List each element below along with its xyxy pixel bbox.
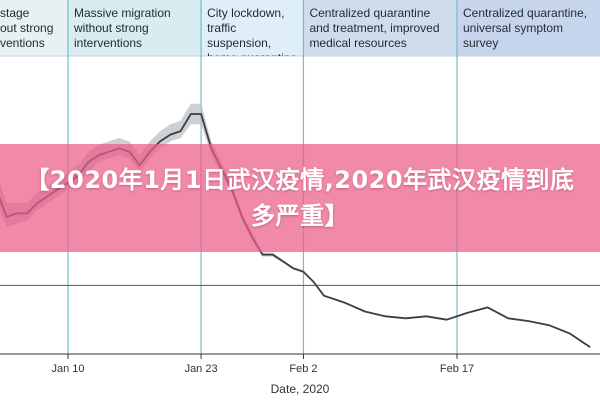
x-tick-label: Jan 23	[185, 363, 218, 375]
phase-label-line: home quarantine	[207, 51, 297, 56]
phase-header-bg-5	[457, 0, 600, 56]
phase-header-bg-1	[0, 0, 68, 56]
phase-label-line: Massive migration	[74, 6, 171, 20]
phase-label-line: medical resources	[309, 36, 407, 50]
x-axis: Jan 10 Jan 23 Feb 2 Feb 17	[0, 353, 600, 375]
phase-label-line: traffic suspension,	[207, 21, 272, 50]
x-tick-label: Feb 17	[440, 363, 474, 375]
phase-label-4: Centralized quarantine and treatment, imp…	[303, 0, 457, 56]
phase-label-5: Centralized quarantine, universal symptom…	[457, 0, 600, 56]
phase-label-line: and treatment, improved	[309, 21, 440, 35]
phase-label-2: Massive migration without strong intervent…	[68, 0, 201, 56]
promo-banner: 【2020年1月1日武汉疫情,2020年武汉疫情到底多严重】	[0, 144, 600, 252]
x-tick-label: Jan 10	[51, 363, 84, 375]
phase-label-line: stage	[0, 6, 30, 20]
phase-label-line: interventions	[74, 36, 143, 50]
phase-label-line: Centralized quarantine,	[463, 6, 588, 20]
x-axis-title: Date, 2020	[271, 382, 330, 396]
phase-label-line: ventions	[0, 36, 45, 50]
x-tick-label: Feb 2	[289, 363, 317, 375]
phase-label-line: universal symptom	[463, 21, 564, 35]
phase-label-line: without strong	[74, 21, 149, 35]
phase-header-bg-3	[201, 0, 304, 56]
phase-label-line: survey	[463, 36, 499, 50]
phase-header-bg-2	[68, 0, 202, 56]
phase-label-line: Centralized quarantine	[309, 6, 431, 20]
phase-label-line: City lockdown,	[207, 6, 285, 20]
phase-label-line: out strong	[0, 21, 54, 35]
phase-backgrounds	[0, 0, 600, 57]
phase-header-bg-4	[303, 0, 457, 56]
phase-label-3: City lockdown,traffic suspension,home qu…	[201, 0, 303, 56]
phase-label-1: stage out strong ventions	[0, 0, 68, 56]
banner-text: 【2020年1月1日武汉疫情,2020年武汉疫情到底多严重】	[25, 166, 575, 230]
